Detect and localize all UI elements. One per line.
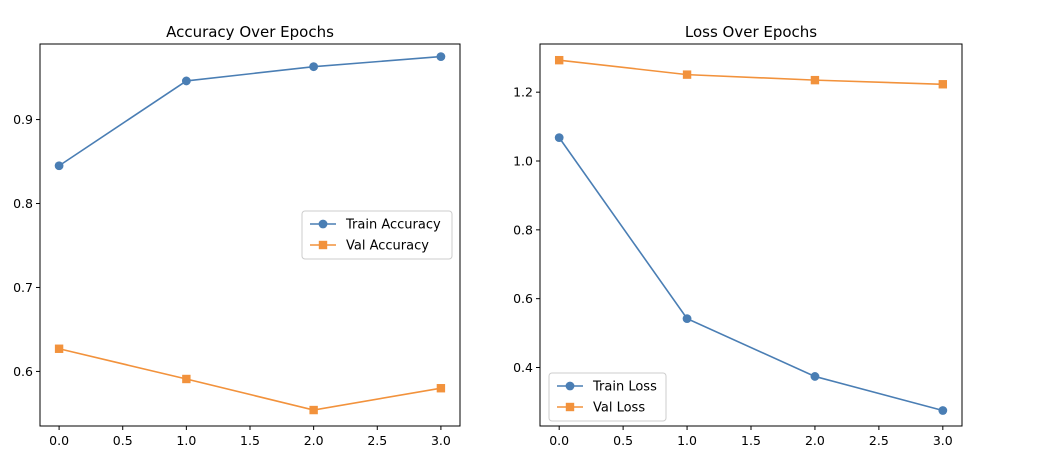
data-point (938, 406, 948, 415)
data-point (436, 52, 446, 61)
legend-marker (318, 240, 328, 250)
x-tick-label: 1.5 (240, 433, 260, 448)
data-point (938, 80, 948, 89)
data-point (182, 374, 191, 384)
legend-box (548, 372, 667, 422)
data-point (810, 75, 820, 85)
x-tick-label: 0.0 (49, 433, 69, 448)
y-tick-label: 0.8 (513, 222, 533, 237)
legend-label: Val Accuracy (346, 239, 429, 254)
x-tick-label: 0.5 (613, 433, 633, 448)
accuracy-chart: Accuracy Over Epochs 0.0 0.5 1.0 1.5 2.0 2.5 3.… (13, 23, 461, 448)
y-tick-label: 0.6 (513, 291, 533, 306)
chart-title: Loss Over Epochs (685, 23, 817, 41)
legend-marker (318, 219, 328, 229)
x-tick-label: 1.0 (176, 433, 196, 448)
chart-title: Accuracy Over Epochs (166, 23, 334, 41)
series-line (58, 55, 441, 167)
legend-marker (565, 402, 575, 412)
plot-frame (539, 43, 963, 427)
legend-box (301, 210, 453, 260)
data-point (682, 70, 692, 79)
data-point (436, 384, 446, 393)
legend-label: Val Loss (593, 401, 645, 416)
legend: Train Accuracy Val Accuracy (301, 210, 453, 260)
x-tick-label: 2.0 (304, 433, 324, 448)
legend-label: Train Accuracy (345, 218, 441, 233)
data-point (309, 405, 318, 415)
legend-label: Train Loss (592, 380, 657, 395)
x-tick-label: 3.0 (933, 433, 953, 448)
y-tick-label: 1.2 (513, 85, 533, 100)
data-point (54, 344, 64, 353)
plot-frame (39, 43, 461, 427)
data-point (54, 161, 64, 171)
x-tick-label: 0.5 (113, 433, 133, 448)
data-point (309, 62, 319, 72)
data-point (554, 133, 564, 143)
y-tick-label: 0.9 (13, 112, 33, 127)
loss-chart: Loss Over Epochs 0.0 0.5 1.0 1.5 2.0 2.5 3.0 0.4… (513, 23, 963, 448)
y-tick-label: 0.4 (513, 360, 533, 375)
x-tick-label: 3.0 (431, 433, 451, 448)
data-point (810, 372, 820, 381)
data-point (181, 76, 191, 86)
y-tick-label: 0.7 (13, 280, 33, 295)
y-tick-label: 0.6 (13, 364, 33, 379)
y-tick-label: 0.8 (13, 196, 33, 211)
x-tick-label: 0.0 (549, 433, 569, 448)
data-point (554, 55, 564, 65)
legend-marker (565, 381, 575, 391)
x-tick-label: 1.5 (741, 433, 761, 448)
data-point (682, 314, 692, 324)
series-line (58, 347, 442, 411)
series-line (558, 137, 944, 412)
x-tick-label: 2.5 (367, 433, 387, 448)
x-tick-label: 1.0 (677, 433, 697, 448)
x-tick-label: 2.0 (805, 433, 825, 448)
legend: Train Loss Val Loss (548, 372, 667, 422)
y-tick-label: 1.0 (513, 154, 533, 169)
x-tick-label: 2.5 (869, 433, 889, 448)
series-line (559, 59, 943, 86)
